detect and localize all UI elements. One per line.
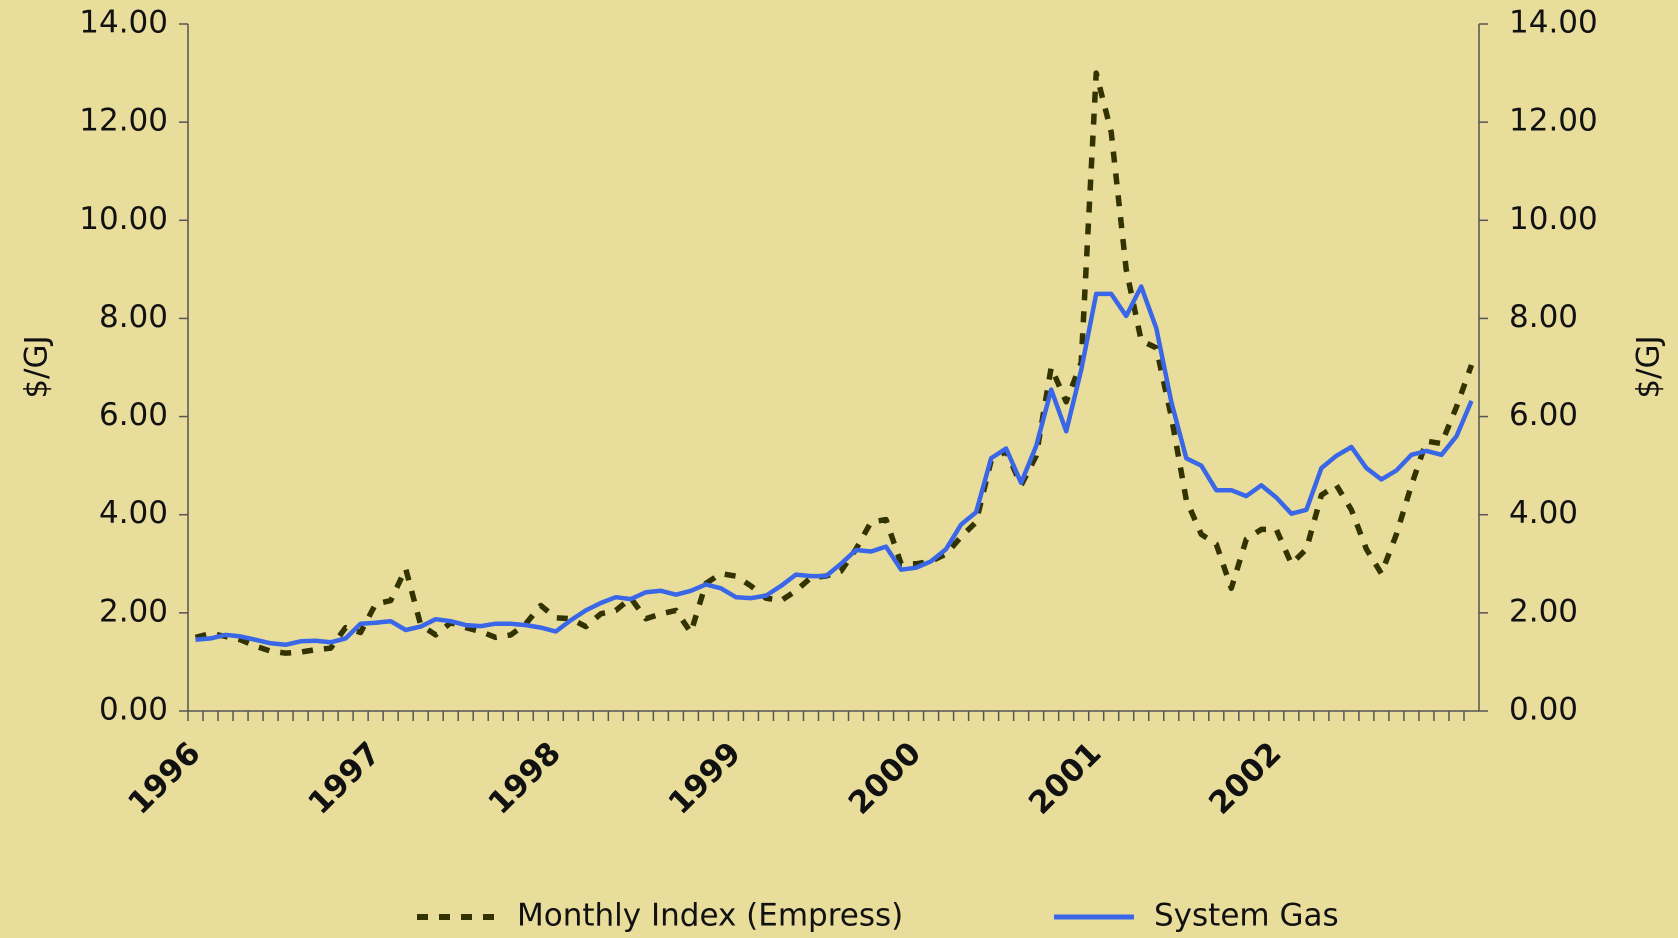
- y-tick-label: 0.00: [99, 692, 168, 728]
- y-tick-label: 4.00: [99, 495, 168, 531]
- series-line: [194, 70, 1475, 656]
- y2-tick-label: 12.00: [1509, 103, 1598, 139]
- x-tick-label: 2001: [1022, 735, 1108, 821]
- y2-tick-label: 4.00: [1509, 495, 1578, 531]
- series-line: [195, 284, 1474, 648]
- y2-tick-label: 6.00: [1509, 397, 1578, 433]
- y2-tick-label: 0.00: [1509, 692, 1578, 728]
- x-tick-label: 2000: [842, 735, 928, 821]
- y2-tick-label: 2.00: [1509, 593, 1578, 629]
- y-tick-label: 8.00: [99, 299, 168, 335]
- x-tick-label: 1996: [121, 735, 207, 821]
- y-axis-title: $/GJ: [19, 335, 55, 398]
- legend-label: System Gas: [1154, 898, 1339, 934]
- y-tick-label: 14.00: [79, 5, 168, 41]
- y2-tick-label: 10.00: [1509, 201, 1598, 237]
- x-tick-label: 1999: [662, 735, 748, 821]
- y2-axis-title: $/GJ: [1631, 335, 1667, 398]
- x-tick-label: 1998: [481, 735, 567, 821]
- x-tick-label: 2002: [1202, 735, 1288, 821]
- y2-tick-label: 8.00: [1509, 299, 1578, 335]
- y-tick-label: 6.00: [99, 397, 168, 433]
- legend-label: Monthly Index (Empress): [517, 898, 903, 934]
- y-tick-label: 12.00: [79, 103, 168, 139]
- y-tick-label: 2.00: [99, 593, 168, 629]
- x-tick-label: 1997: [301, 735, 387, 821]
- y-tick-label: 10.00: [79, 201, 168, 237]
- y2-tick-label: 14.00: [1509, 5, 1598, 41]
